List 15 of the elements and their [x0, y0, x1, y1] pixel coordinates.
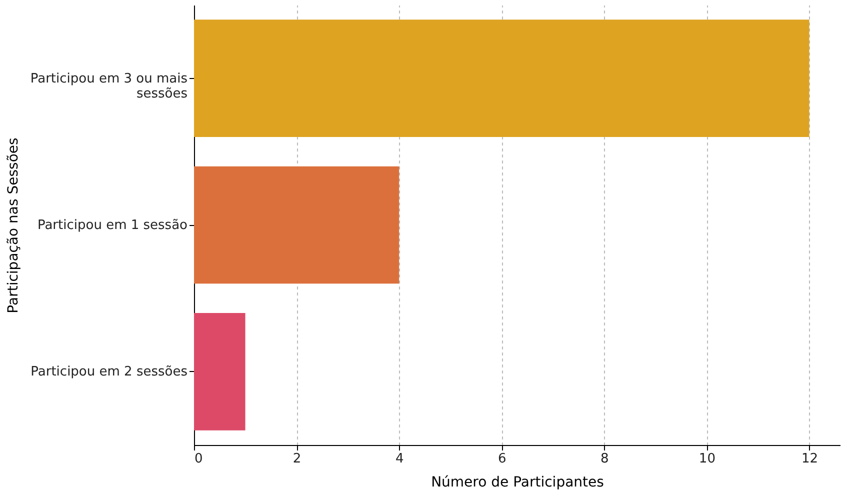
- x-tick-label: 10: [698, 452, 716, 466]
- x-tick-label: 6: [498, 452, 506, 466]
- bar: [194, 166, 400, 284]
- x-tick-label: 12: [801, 452, 818, 466]
- y-tick-label: Participou em 2 sessões: [30, 364, 188, 380]
- x-axis-title: Número de Participantes: [431, 474, 604, 490]
- y-axis-title: Participação nas Sessões: [5, 138, 22, 314]
- y-tick-label: Participou em 3 ou mais sessões: [30, 71, 188, 102]
- y-tick-label: Participou em 1 sessão: [37, 218, 188, 233]
- bar: [194, 313, 246, 430]
- x-tick-label: 8: [600, 452, 609, 466]
- x-tick-label: 2: [292, 452, 302, 466]
- x-tick-label: 4: [395, 452, 404, 466]
- x-tick-label: 0: [194, 452, 203, 466]
- bar: [194, 20, 810, 137]
